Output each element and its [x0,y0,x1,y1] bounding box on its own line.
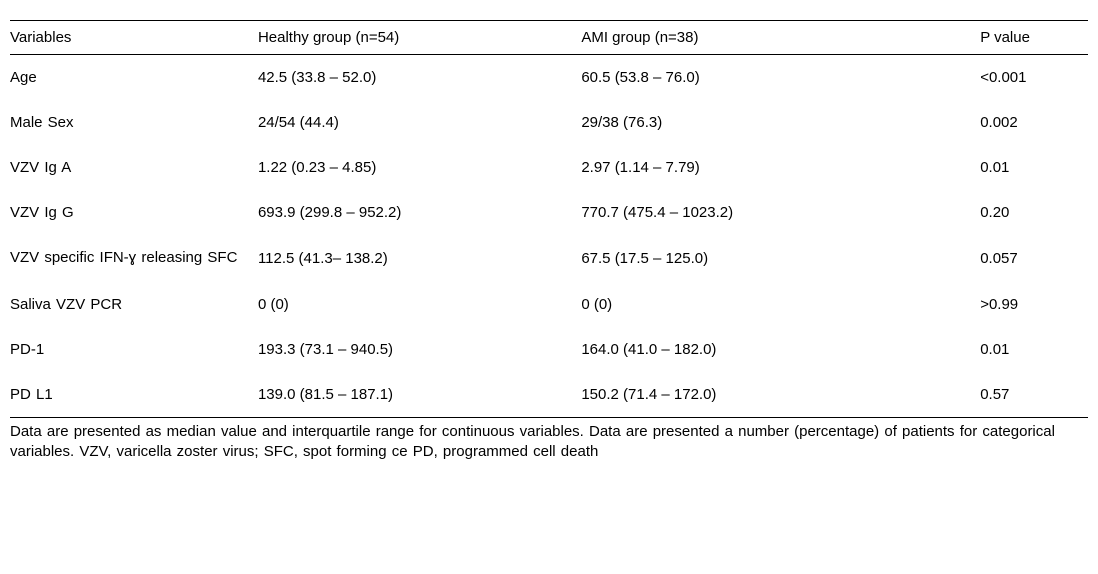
cell-healthy: 193.3 (73.1 – 940.5) [258,327,581,372]
cell-pvalue: 0.57 [980,372,1088,418]
table-row: Age 42.5 (33.8 – 52.0) 60.5 (53.8 – 76.0… [10,55,1088,101]
table-row: Male Sex 24/54 (44.4) 29/38 (76.3) 0.002 [10,100,1088,145]
table-row: VZV Ig G 693.9 (299.8 – 952.2) 770.7 (47… [10,190,1088,235]
table-row: PD-1 193.3 (73.1 – 940.5) 164.0 (41.0 – … [10,327,1088,372]
cell-variable: PD L1 [10,372,258,418]
cell-pvalue: 0.057 [980,235,1088,282]
cell-variable: VZV specific IFN-ɣ releasing SFC [10,235,258,282]
cell-healthy: 0 (0) [258,282,581,327]
table-row: VZV specific IFN-ɣ releasing SFC 112.5 (… [10,235,1088,282]
data-table: Variables Healthy group (n=54) AMI group… [10,20,1088,418]
cell-healthy: 112.5 (41.3– 138.2) [258,235,581,282]
cell-healthy: 42.5 (33.8 – 52.0) [258,55,581,101]
table-header-row: Variables Healthy group (n=54) AMI group… [10,21,1088,55]
cell-ami: 67.5 (17.5 – 125.0) [581,235,980,282]
cell-ami: 770.7 (475.4 – 1023.2) [581,190,980,235]
cell-pvalue: 0.20 [980,190,1088,235]
cell-variable: Saliva VZV PCR [10,282,258,327]
table-footnote: Data are presented as median value and i… [10,418,1088,463]
cell-healthy: 24/54 (44.4) [258,100,581,145]
cell-variable: VZV Ig G [10,190,258,235]
cell-pvalue: 0.01 [980,145,1088,190]
cell-pvalue: 0.002 [980,100,1088,145]
cell-ami: 29/38 (76.3) [581,100,980,145]
cell-pvalue: <0.001 [980,55,1088,101]
cell-variable: Male Sex [10,100,258,145]
cell-variable: PD-1 [10,327,258,372]
cell-pvalue: >0.99 [980,282,1088,327]
cell-ami: 0 (0) [581,282,980,327]
table-row: Saliva VZV PCR 0 (0) 0 (0) >0.99 [10,282,1088,327]
cell-healthy: 139.0 (81.5 – 187.1) [258,372,581,418]
cell-healthy: 1.22 (0.23 – 4.85) [258,145,581,190]
table-row: VZV Ig A 1.22 (0.23 – 4.85) 2.97 (1.14 –… [10,145,1088,190]
col-header-pvalue: P value [980,21,1088,55]
table-body: Age 42.5 (33.8 – 52.0) 60.5 (53.8 – 76.0… [10,55,1088,418]
cell-variable: Age [10,55,258,101]
col-header-healthy: Healthy group (n=54) [258,21,581,55]
col-header-variables: Variables [10,21,258,55]
cell-pvalue: 0.01 [980,327,1088,372]
table-row: PD L1 139.0 (81.5 – 187.1) 150.2 (71.4 –… [10,372,1088,418]
cell-ami: 2.97 (1.14 – 7.79) [581,145,980,190]
cell-variable: VZV Ig A [10,145,258,190]
cell-healthy: 693.9 (299.8 – 952.2) [258,190,581,235]
col-header-ami: AMI group (n=38) [581,21,980,55]
cell-ami: 150.2 (71.4 – 172.0) [581,372,980,418]
cell-ami: 60.5 (53.8 – 76.0) [581,55,980,101]
cell-ami: 164.0 (41.0 – 182.0) [581,327,980,372]
